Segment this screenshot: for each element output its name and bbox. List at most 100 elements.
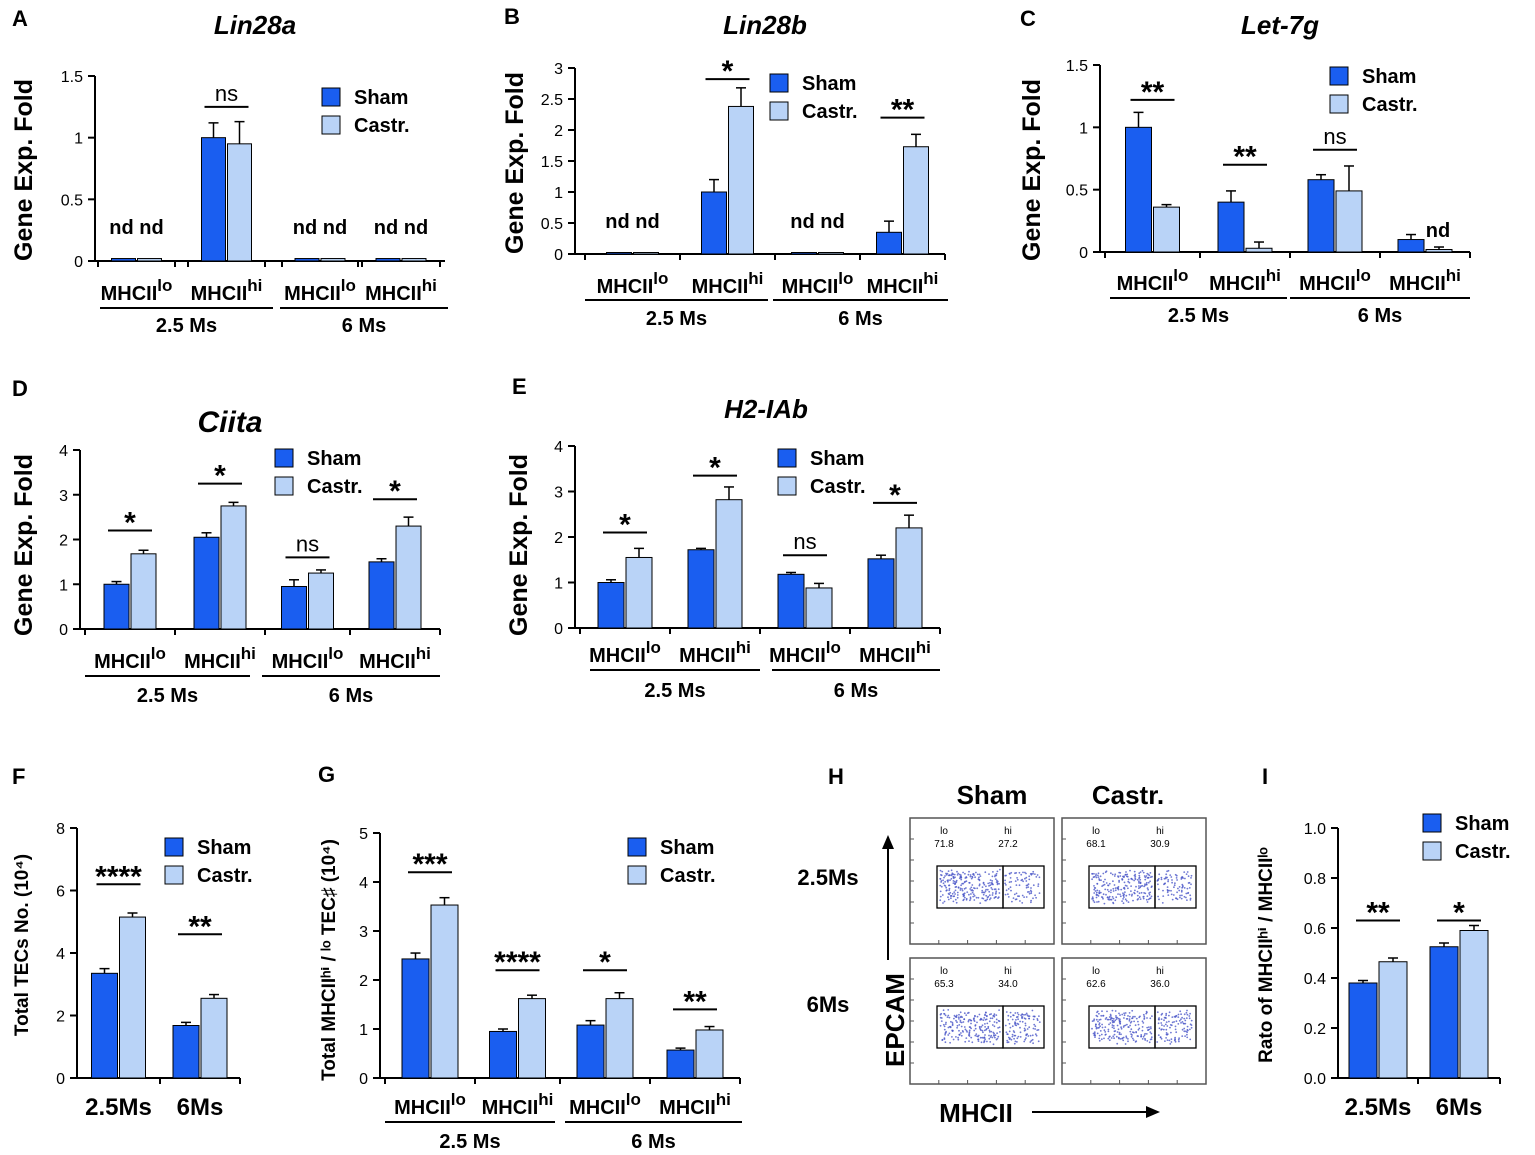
flow-event-dot <box>968 1031 971 1033</box>
y-tick-label: 4 <box>359 875 368 892</box>
flow-event-dot <box>940 874 942 876</box>
nd-label: nd <box>1426 220 1450 242</box>
bar-sham-0 <box>91 972 118 1079</box>
y-tick-label: 2 <box>59 533 68 550</box>
legend-swatch-castr <box>164 865 184 885</box>
y-axis-label: Total MHCIIʰⁱ / ˡᵒ TEC♯ (10⁴) <box>319 839 340 1081</box>
flow-event-dot <box>1106 1010 1108 1013</box>
panel-g: G Total MHCIIʰⁱ / ˡᵒ TEC♯ (10⁴) 0 1 2 3 4 5 MHCI… <box>318 762 742 1153</box>
flow-event-dot <box>939 895 942 898</box>
y-axis-arrowhead <box>882 835 894 849</box>
y-tick-label: 0.5 <box>61 192 83 209</box>
y-tick-label: 0 <box>554 247 563 264</box>
flow-event-dot <box>1113 884 1116 886</box>
significance-label: ** <box>1141 76 1165 109</box>
category-label-base: 2.5Ms <box>1345 1094 1412 1121</box>
flow-event-dot <box>952 882 955 884</box>
gate-lo-label: lo <box>940 826 948 837</box>
flow-event-dot <box>992 1043 995 1046</box>
flow-event-dot <box>988 1029 991 1032</box>
flow-event-dot <box>1187 875 1190 878</box>
flow-event-dot <box>1094 1034 1097 1037</box>
bar-sham-1 <box>1429 946 1459 1079</box>
panel-label: I <box>1262 764 1268 789</box>
flow-event-dot <box>1123 1017 1125 1019</box>
flow-event-dot <box>1143 1015 1146 1018</box>
significance-label: * <box>722 55 734 88</box>
flow-event-dot <box>1112 880 1114 883</box>
flow-event-dot <box>1011 1035 1014 1038</box>
flow-event-dot <box>1185 1011 1188 1014</box>
y-tick-label: 1 <box>1079 120 1088 137</box>
flow-event-dot <box>957 872 960 875</box>
flow-event-dot <box>1006 1041 1009 1044</box>
flow-event-dot <box>981 886 984 888</box>
flow-event-dot <box>972 873 974 876</box>
flow-event-dot <box>1011 1025 1014 1028</box>
flow-event-dot <box>1107 1028 1110 1031</box>
flow-event-dot <box>961 889 964 892</box>
flow-event-dot <box>977 1040 980 1042</box>
flow-event-dot <box>942 902 944 904</box>
y-axis-label-epcam: EPCAM <box>880 973 910 1067</box>
flow-event-dot <box>1110 1037 1113 1039</box>
flow-event-dot <box>1127 1015 1129 1017</box>
flow-event-dot <box>980 1029 982 1031</box>
flow-event-dot <box>1118 1019 1121 1022</box>
flow-event-dot <box>1138 896 1141 899</box>
flow-event-dot <box>1142 1013 1145 1016</box>
flow-event-dot <box>965 1029 968 1032</box>
flow-event-dot <box>978 878 981 881</box>
flow-event-dot <box>1127 878 1130 881</box>
y-axis-label: Gene Exp. Fold <box>1018 79 1046 261</box>
flow-event-dot <box>1120 1026 1122 1029</box>
panel-label: B <box>504 4 520 29</box>
flow-event-dot <box>1028 1026 1031 1029</box>
gate-hi <box>1002 865 1045 909</box>
flow-event-dot <box>1115 1016 1117 1019</box>
flow-event-dot <box>1016 1012 1019 1014</box>
flow-event-dot <box>1091 898 1093 900</box>
flow-event-dot <box>1110 872 1112 875</box>
chart-title: H2-IAb <box>724 394 808 424</box>
flow-event-dot <box>998 882 1000 885</box>
flow-event-dot <box>1134 1024 1137 1027</box>
flow-event-dot <box>1177 1023 1180 1025</box>
legend-swatch-castr <box>627 865 647 885</box>
flow-event-dot <box>952 1038 955 1041</box>
flow-event-dot <box>1149 1031 1152 1033</box>
flow-event-dot <box>1159 1036 1162 1039</box>
flow-event-dot <box>968 1040 970 1042</box>
flow-event-dot <box>1145 898 1148 901</box>
flow-event-dot <box>1123 881 1126 884</box>
flow-event-dot <box>1164 882 1166 885</box>
flow-event-dot <box>1038 1021 1041 1023</box>
flow-event-dot <box>1020 873 1023 876</box>
flow-event-dot <box>974 887 976 890</box>
flow-event-dot <box>993 1013 996 1016</box>
flow-event-dot <box>1113 1037 1115 1040</box>
flow-event-dot <box>1128 1018 1131 1021</box>
group-label: 2.5 Ms <box>644 680 705 702</box>
flow-event-dot <box>956 874 959 876</box>
flow-event-dot <box>1171 879 1173 881</box>
flow-event-dot <box>951 1036 953 1038</box>
flow-event-dot <box>1008 872 1011 875</box>
flow-event-dot <box>948 887 951 890</box>
nd-label: nd nd <box>605 211 659 233</box>
flow-event-dot <box>1107 1037 1110 1040</box>
flow-event-dot <box>991 880 994 882</box>
flow-event-dot <box>949 879 951 882</box>
flow-event-dot <box>1183 1027 1186 1030</box>
flow-event-dot <box>996 870 999 873</box>
flow-event-dot <box>1032 872 1034 875</box>
flow-event-dot <box>1114 1010 1117 1012</box>
flow-event-dot <box>1097 872 1100 875</box>
legend-label-sham: Sham <box>354 87 408 109</box>
flow-plot-frame <box>909 957 1055 1085</box>
chart-title: Ciita <box>197 406 262 439</box>
flow-event-dot <box>953 880 956 883</box>
flow-event-dot <box>965 898 968 901</box>
flow-event-dot <box>1148 892 1150 894</box>
